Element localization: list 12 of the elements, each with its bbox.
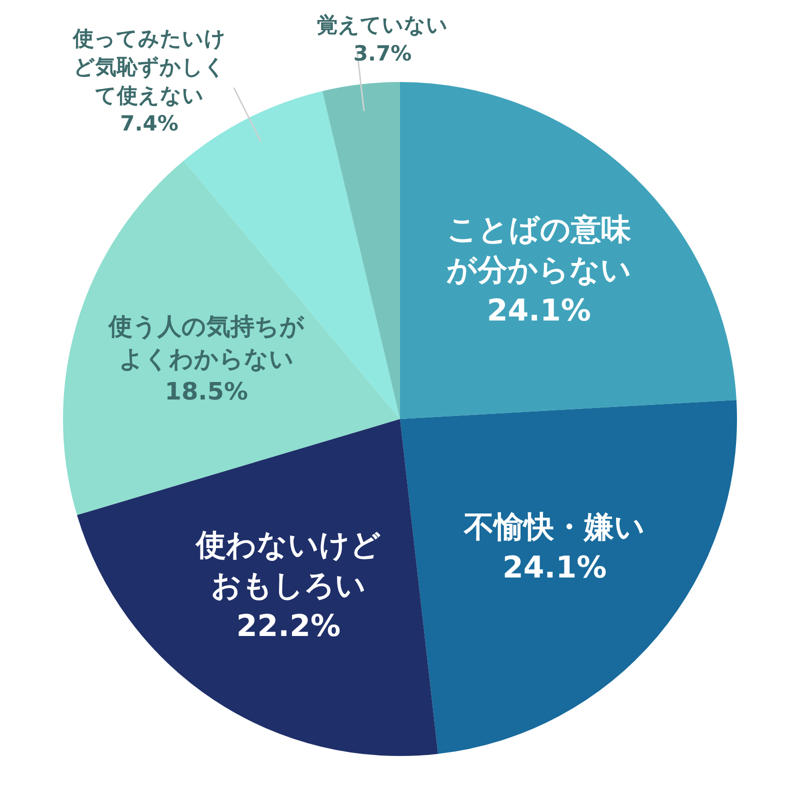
slice-label: 使う人の気持ちがよくわからない [107,312,304,373]
data-label: 24.1% [486,293,591,328]
slice-label: 使わないけどおもしろい [194,528,381,604]
data-label: 7.4% [120,112,178,136]
slice-label: 不愉快・嫌い [463,510,646,545]
data-label: 22.2% [236,608,340,644]
slice-label: 使ってみたいけど気恥ずかしくて使えない [72,26,226,108]
slice-label: 覚えていない [317,13,448,38]
data-label: 18.5% [164,377,248,406]
data-label: 24.1% [502,550,607,586]
slice-label: ことばの意味が分からない [446,212,632,288]
data-label: 3.7% [353,41,412,66]
